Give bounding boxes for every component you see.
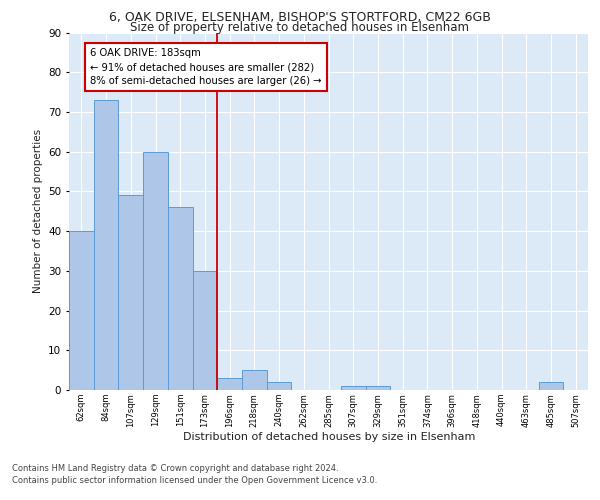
Text: 6 OAK DRIVE: 183sqm
← 91% of detached houses are smaller (282)
8% of semi-detach: 6 OAK DRIVE: 183sqm ← 91% of detached ho… (90, 48, 322, 86)
Text: Contains HM Land Registry data © Crown copyright and database right 2024.: Contains HM Land Registry data © Crown c… (12, 464, 338, 473)
Bar (118, 196, 143, 390)
Bar (69, 231, 94, 390)
Bar (143, 152, 168, 390)
Bar (539, 382, 563, 390)
Bar (94, 100, 118, 390)
Text: Size of property relative to detached houses in Elsenham: Size of property relative to detached ho… (131, 21, 470, 34)
Bar (341, 386, 365, 390)
Bar (193, 271, 217, 390)
Bar (168, 208, 193, 390)
Bar (217, 378, 242, 390)
Text: Distribution of detached houses by size in Elsenham: Distribution of detached houses by size … (182, 432, 475, 442)
Bar (267, 382, 292, 390)
Y-axis label: Number of detached properties: Number of detached properties (32, 129, 43, 294)
Text: 6, OAK DRIVE, ELSENHAM, BISHOP'S STORTFORD, CM22 6GB: 6, OAK DRIVE, ELSENHAM, BISHOP'S STORTFO… (109, 11, 491, 24)
Bar (242, 370, 267, 390)
Text: Contains public sector information licensed under the Open Government Licence v3: Contains public sector information licen… (12, 476, 377, 485)
Bar (365, 386, 390, 390)
